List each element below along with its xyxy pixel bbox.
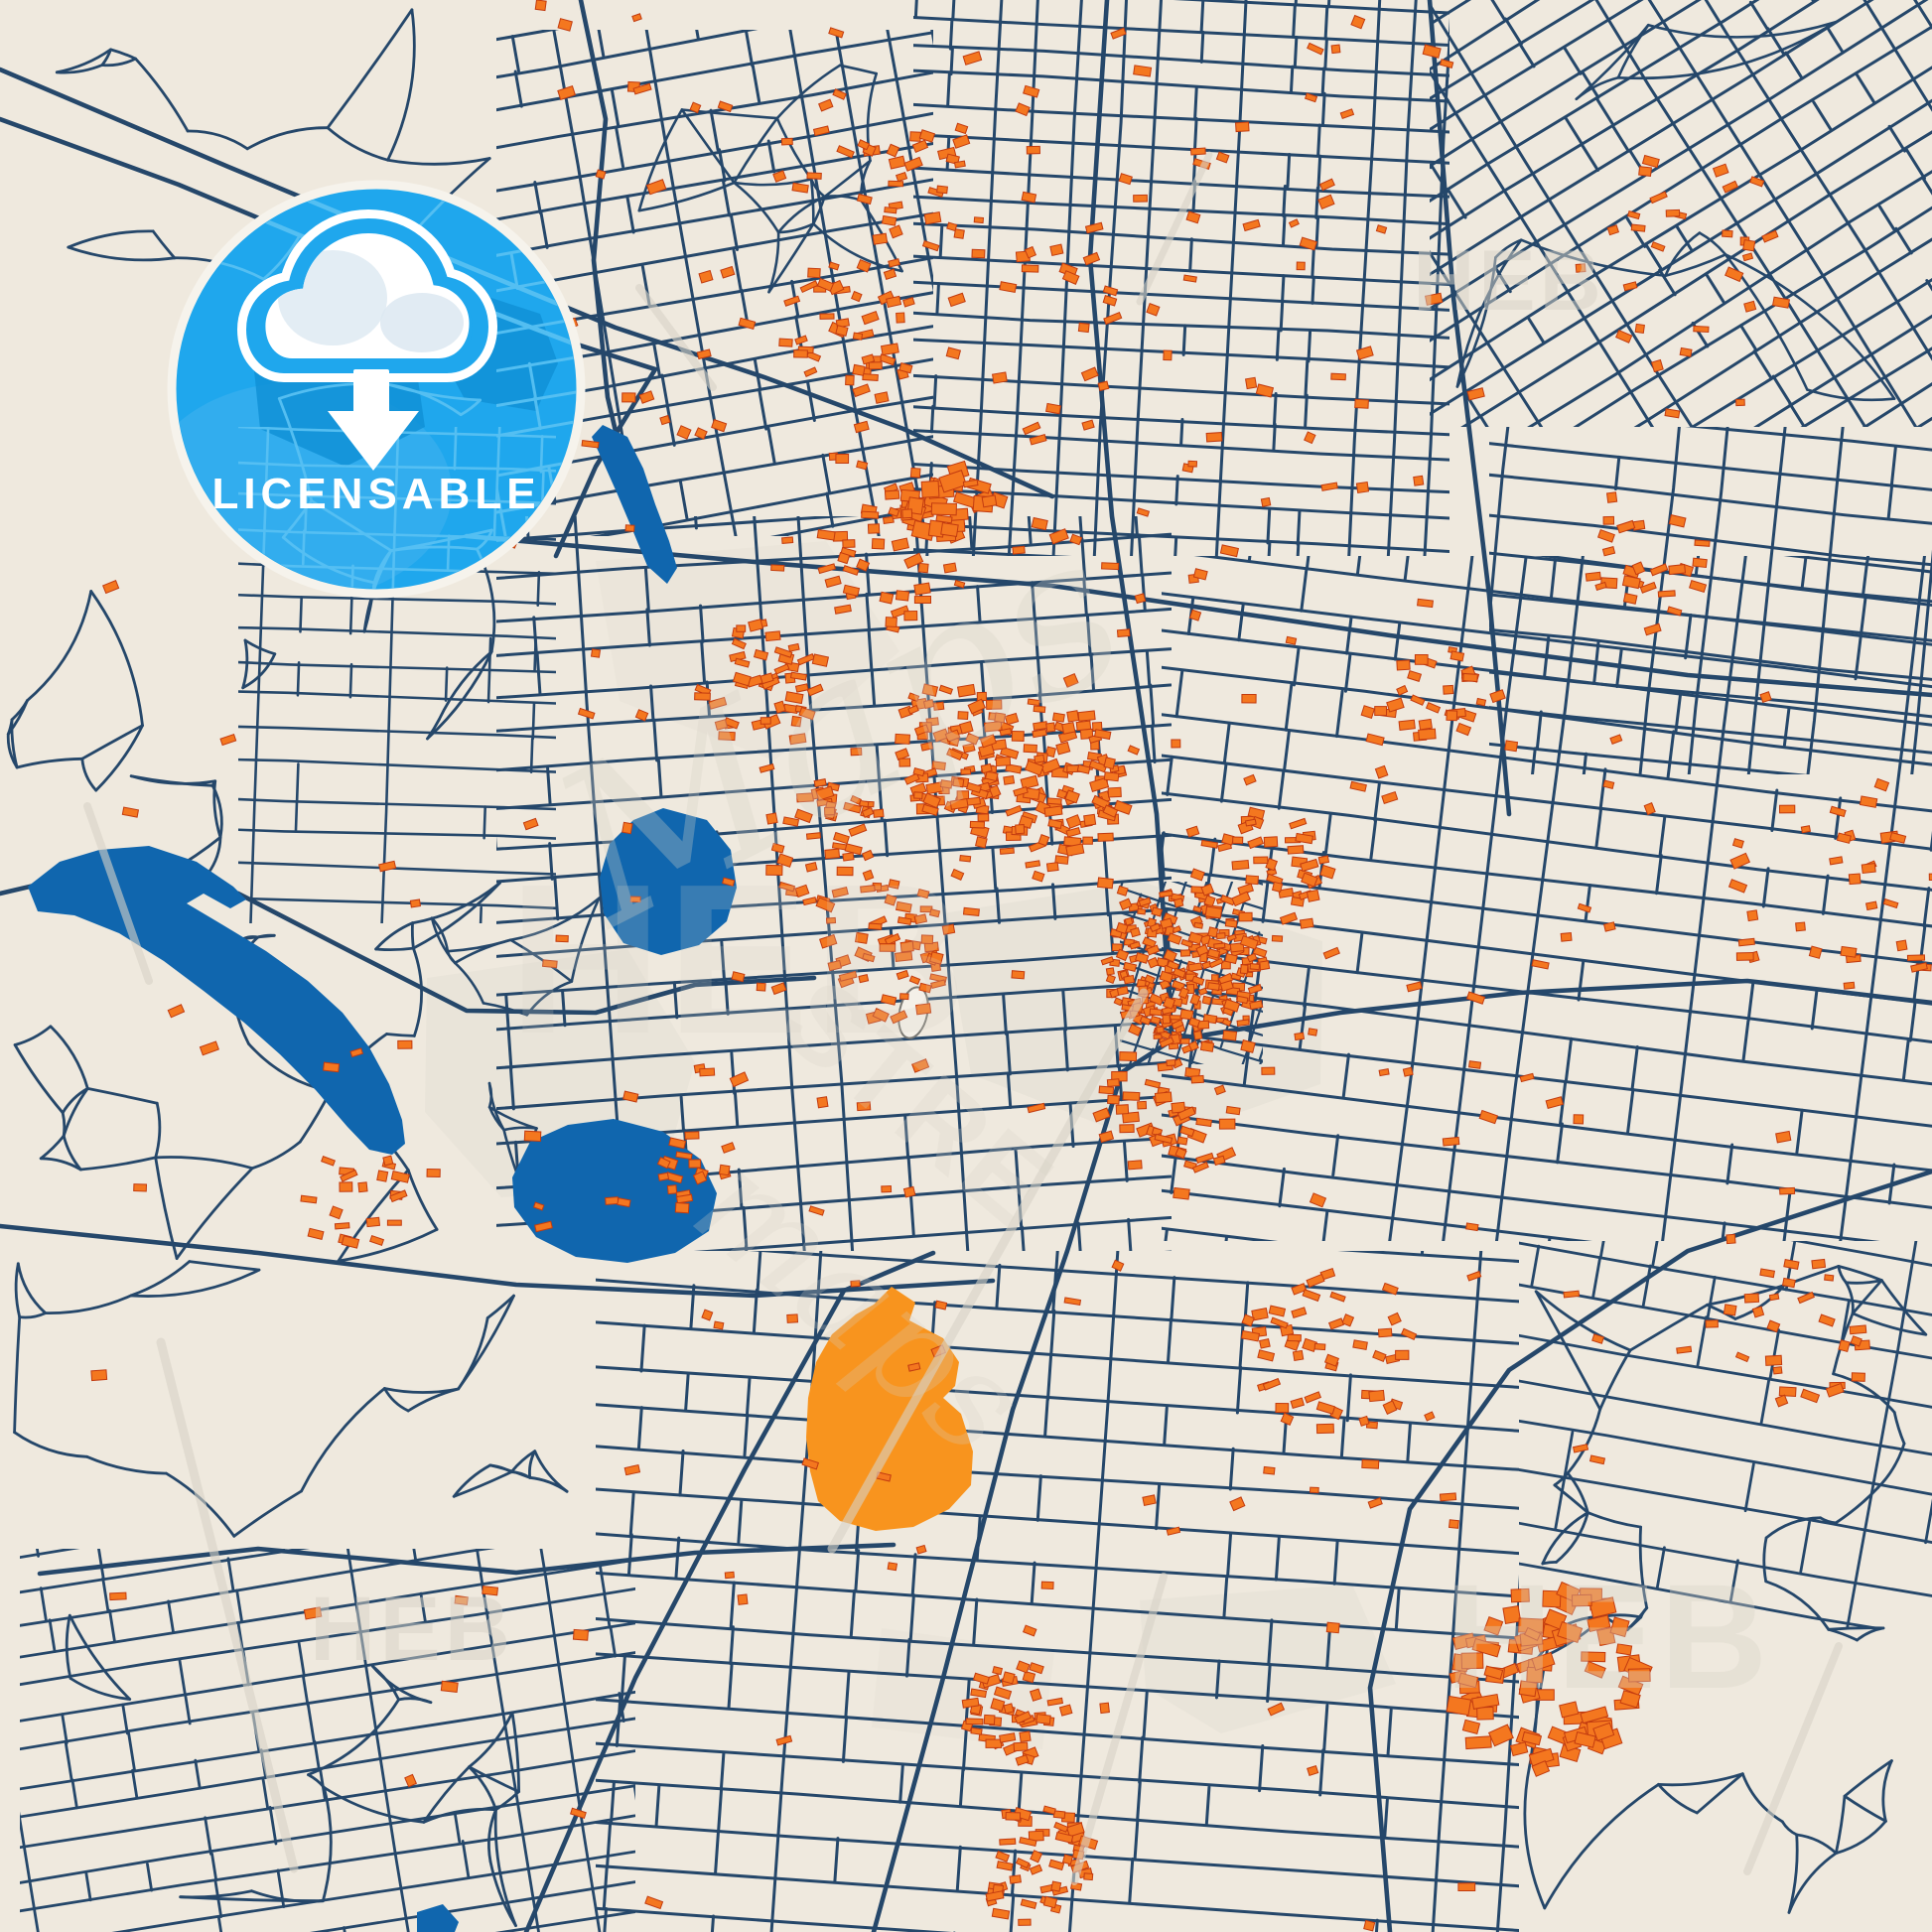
badge-ring [167, 180, 586, 599]
stadium-ellipse [897, 986, 929, 1039]
road-grid-district [1162, 556, 1932, 1241]
watermark-slash [827, 988, 1149, 1554]
orange-area-layer [806, 1287, 973, 1531]
road-grid-district [238, 427, 556, 589]
download-arrow-stem [353, 369, 389, 415]
watermark-slash [635, 284, 717, 391]
road-web [13, 1260, 569, 1927]
water-body-west-river [28, 846, 405, 1155]
water-body-blob-lake [512, 1119, 717, 1263]
watermark-slash [156, 1337, 299, 1873]
watermark-text: HEB [1446, 1553, 1772, 1720]
watermark-slash [1070, 1573, 1168, 1885]
watermark-text: HEB [1413, 233, 1605, 329]
cloud-download-icon [237, 209, 497, 471]
road-grid-district [20, 1549, 635, 1932]
watermark-text: HEB [508, 839, 971, 1078]
watermark-slash [1136, 151, 1213, 306]
road-web [6, 8, 496, 792]
building-rects [90, 0, 1932, 1932]
watermark-text: HEB [310, 1579, 514, 1680]
water-body-round-lake [600, 808, 737, 955]
road-web [1523, 1265, 1928, 1914]
orange-district-area [806, 1287, 973, 1531]
water-body-bottom-pond [417, 1904, 459, 1932]
water-body-badge-pond [592, 425, 677, 584]
road-grid-district [1519, 1241, 1932, 1628]
stadium-oval [897, 986, 929, 1039]
watermark-slash [83, 802, 153, 985]
gray-area [596, 541, 899, 760]
watermark-slash [1743, 1642, 1843, 1875]
buildings-layer [90, 0, 1932, 1932]
road-grid-district [1430, 0, 1932, 427]
download-arrow-head [328, 411, 419, 471]
badge-label: LICENSABLE [211, 470, 540, 518]
road-grid-district [1125, 0, 1932, 756]
gray-area [872, 1628, 1054, 1749]
water-layer [28, 425, 737, 1932]
